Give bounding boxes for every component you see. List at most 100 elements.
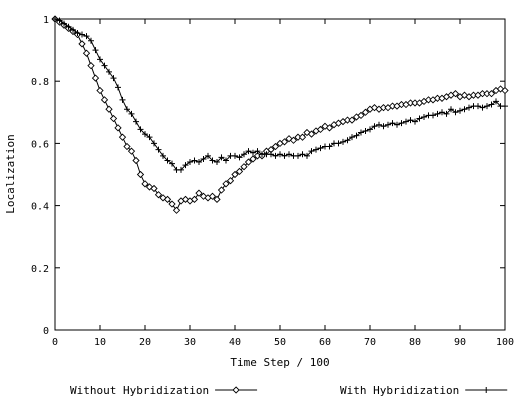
data-point bbox=[268, 151, 274, 158]
data-point bbox=[200, 155, 207, 162]
data-point bbox=[466, 104, 472, 111]
data-point bbox=[344, 137, 351, 144]
data-point bbox=[286, 151, 292, 158]
data-point bbox=[448, 106, 454, 113]
data-point bbox=[349, 134, 355, 141]
legend-label: Without Hybridization bbox=[70, 384, 209, 397]
data-point bbox=[244, 158, 253, 166]
data-point bbox=[493, 98, 499, 105]
data-point bbox=[154, 191, 163, 199]
data-point bbox=[272, 152, 279, 159]
data-point bbox=[249, 155, 257, 163]
data-point bbox=[87, 62, 95, 70]
data-point bbox=[96, 86, 104, 95]
x-tick-label: 40 bbox=[229, 337, 241, 348]
y-tick-label: 0 bbox=[43, 326, 49, 337]
data-point bbox=[298, 133, 307, 141]
data-point bbox=[119, 96, 126, 103]
data-point bbox=[110, 75, 117, 82]
data-point bbox=[128, 110, 135, 117]
data-point bbox=[280, 138, 289, 146]
data-point bbox=[277, 151, 283, 158]
data-point bbox=[407, 117, 414, 124]
data-point bbox=[205, 152, 211, 159]
data-point bbox=[91, 74, 100, 82]
data-point bbox=[325, 124, 334, 132]
data-point bbox=[479, 104, 486, 111]
data-point bbox=[190, 195, 199, 204]
data-point bbox=[142, 131, 148, 138]
data-point bbox=[146, 134, 153, 141]
data-point bbox=[416, 115, 423, 122]
data-point bbox=[218, 154, 225, 161]
data-point bbox=[182, 162, 189, 169]
data-point bbox=[357, 111, 365, 120]
data-point bbox=[235, 167, 244, 176]
data-point bbox=[115, 84, 121, 91]
data-point bbox=[412, 118, 418, 125]
data-point bbox=[209, 157, 216, 164]
data-point bbox=[123, 142, 131, 151]
data-point bbox=[452, 109, 459, 116]
x-tick-label: 30 bbox=[184, 337, 196, 348]
data-point bbox=[172, 206, 181, 214]
data-point bbox=[100, 96, 109, 104]
data-point bbox=[208, 192, 217, 200]
data-point bbox=[151, 140, 157, 147]
data-point bbox=[376, 121, 382, 128]
data-point bbox=[83, 33, 90, 40]
x-tick-label: 60 bbox=[319, 337, 331, 348]
data-point bbox=[114, 124, 122, 132]
data-point bbox=[281, 152, 288, 159]
data-point bbox=[56, 17, 63, 24]
plot-frame bbox=[54, 18, 506, 331]
data-point bbox=[475, 103, 481, 110]
data-point bbox=[214, 159, 220, 166]
data-point bbox=[271, 142, 280, 151]
x-tick-label: 10 bbox=[94, 337, 106, 348]
data-point bbox=[155, 146, 162, 153]
data-point bbox=[316, 125, 325, 134]
data-point bbox=[362, 127, 369, 134]
data-point bbox=[213, 195, 221, 204]
data-point bbox=[78, 40, 86, 48]
data-point bbox=[141, 180, 149, 188]
y-axis-label: Localization bbox=[4, 134, 17, 213]
data-point bbox=[421, 113, 427, 120]
data-point bbox=[304, 152, 310, 159]
series-without-hybridization bbox=[51, 15, 509, 214]
data-point bbox=[348, 116, 356, 124]
data-point bbox=[488, 101, 495, 108]
legend-item: With Hybridization bbox=[340, 384, 508, 397]
axis-ticks: 0 10 20 30 40 50 60 70 80 90 100 0 0.2 0.4 0.6 0.8 1 bbox=[31, 15, 514, 348]
data-point bbox=[164, 157, 171, 164]
data-point bbox=[109, 114, 118, 123]
y-tick-label: 0.8 bbox=[31, 77, 49, 88]
data-point bbox=[97, 56, 103, 63]
data-point bbox=[430, 112, 436, 119]
data-point bbox=[299, 151, 306, 158]
data-point bbox=[79, 31, 85, 38]
data-point bbox=[222, 180, 230, 188]
data-point bbox=[289, 136, 298, 144]
data-point bbox=[88, 37, 94, 44]
data-point bbox=[196, 159, 202, 166]
data-point bbox=[160, 152, 166, 159]
data-point bbox=[191, 157, 198, 164]
data-point bbox=[403, 118, 409, 125]
data-point bbox=[340, 138, 346, 145]
y-tick-label: 0.4 bbox=[31, 202, 49, 213]
data-point bbox=[358, 129, 364, 136]
data-point bbox=[367, 126, 373, 133]
data-point bbox=[461, 106, 468, 113]
data-point bbox=[335, 140, 342, 147]
data-point bbox=[101, 62, 108, 69]
data-point bbox=[136, 170, 145, 179]
y-tick-label: 1 bbox=[43, 15, 49, 26]
x-tick-label: 20 bbox=[139, 337, 151, 348]
data-point bbox=[232, 152, 238, 159]
series-layer bbox=[51, 15, 509, 214]
data-point bbox=[487, 90, 496, 98]
data-point bbox=[313, 146, 319, 153]
